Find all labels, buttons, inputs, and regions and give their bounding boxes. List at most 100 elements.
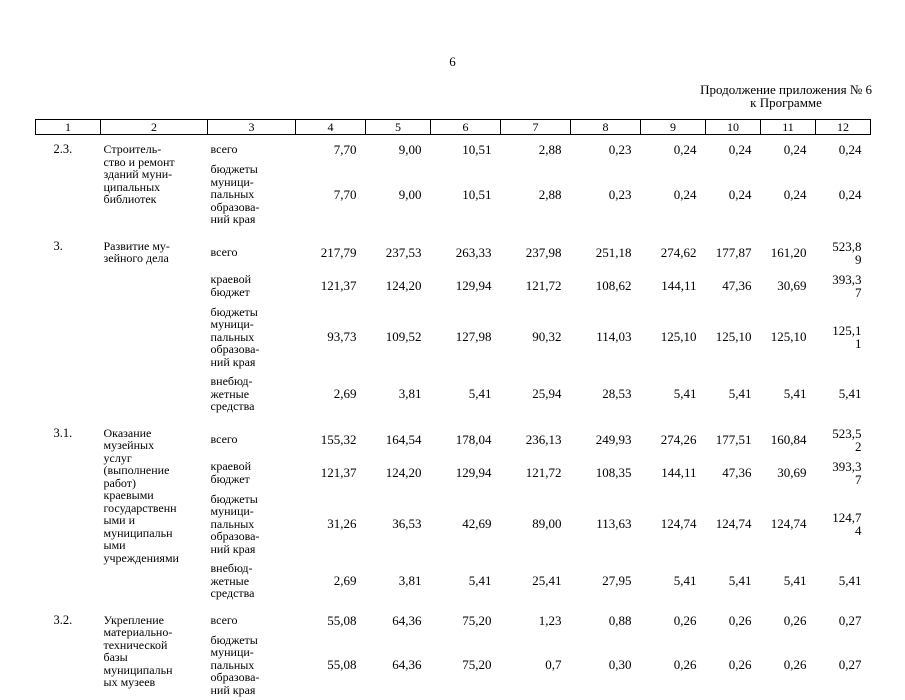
value-cell: 124,74 [761, 490, 816, 560]
row-name: Укрепление материально- технической базы… [101, 604, 208, 700]
document-page: 6 Продолжение приложения № 6 к Программе… [0, 0, 905, 640]
value-cell: 0,24 [816, 135, 871, 161]
value-cell: 251,18 [571, 230, 641, 270]
value-cell: 42,69 [431, 490, 501, 560]
value-cell: 129,94 [431, 457, 501, 490]
appendix-continuation-sub: к Программе [700, 96, 872, 109]
value-cell: 0,24 [706, 160, 761, 230]
value-cell: 9,00 [366, 160, 431, 230]
funding-source: всего [208, 604, 296, 631]
value-cell: 161,20 [761, 230, 816, 270]
funding-source: внебюд- жетные средства [208, 559, 296, 604]
value-cell: 121,72 [501, 457, 571, 490]
column-header: 7 [501, 120, 571, 135]
value-cell: 249,93 [571, 417, 641, 457]
value-cell: 2,88 [501, 135, 571, 161]
funding-source: бюджеты муници- пальных образова- ний кр… [208, 490, 296, 560]
value-cell: 5,41 [761, 559, 816, 604]
value-cell: 2,69 [296, 372, 366, 417]
value-cell: 127,98 [431, 303, 501, 373]
funding-source: бюджеты муници- пальных образова- ний кр… [208, 303, 296, 373]
value-cell: 47,36 [706, 457, 761, 490]
value-cell: 0,24 [761, 160, 816, 230]
value-cell: 5,41 [641, 559, 706, 604]
value-cell: 93,73 [296, 303, 366, 373]
value-cell: 5,41 [641, 372, 706, 417]
funding-source: бюджеты муници- пальных образова- ний кр… [208, 160, 296, 230]
value-cell: 5,41 [706, 559, 761, 604]
value-cell: 0,26 [641, 631, 706, 700]
value-cell: 64,36 [366, 604, 431, 631]
value-cell: 237,98 [501, 230, 571, 270]
value-cell: 5,41 [706, 372, 761, 417]
funding-source: всего [208, 135, 296, 161]
funding-source: всего [208, 417, 296, 457]
value-cell: 0,26 [641, 604, 706, 631]
value-cell: 393,3 7 [816, 270, 871, 303]
value-cell: 160,84 [761, 417, 816, 457]
value-cell: 129,94 [431, 270, 501, 303]
value-cell: 125,10 [641, 303, 706, 373]
value-cell: 121,72 [501, 270, 571, 303]
value-cell: 124,7 4 [816, 490, 871, 560]
value-cell: 10,51 [431, 160, 501, 230]
value-cell: 125,10 [761, 303, 816, 373]
row-name: Развитие му- зейного дела [101, 230, 208, 417]
value-cell: 0,26 [761, 631, 816, 700]
value-cell: 108,62 [571, 270, 641, 303]
value-cell: 0,26 [706, 631, 761, 700]
value-cell: 1,23 [501, 604, 571, 631]
value-cell: 27,95 [571, 559, 641, 604]
column-header: 6 [431, 120, 501, 135]
value-cell: 30,69 [761, 270, 816, 303]
value-cell: 75,20 [431, 604, 501, 631]
funding-source: внебюд- жетные средства [208, 372, 296, 417]
value-cell: 0,24 [641, 135, 706, 161]
value-cell: 0,23 [571, 160, 641, 230]
value-cell: 28,53 [571, 372, 641, 417]
value-cell: 0,24 [706, 135, 761, 161]
row-number: 3.2. [36, 604, 101, 700]
value-cell: 31,26 [296, 490, 366, 560]
column-header: 9 [641, 120, 706, 135]
value-cell: 109,52 [366, 303, 431, 373]
value-cell: 144,11 [641, 270, 706, 303]
value-cell: 124,74 [641, 490, 706, 560]
value-cell: 124,74 [706, 490, 761, 560]
column-header: 2 [101, 120, 208, 135]
value-cell: 0,7 [501, 631, 571, 700]
value-cell: 75,20 [431, 631, 501, 700]
value-cell: 164,54 [366, 417, 431, 457]
value-cell: 0,88 [571, 604, 641, 631]
value-cell: 124,20 [366, 270, 431, 303]
row-number: 3.1. [36, 417, 101, 604]
row-number: 3. [36, 230, 101, 417]
value-cell: 64,36 [366, 631, 431, 700]
funding-source: бюджеты муници- пальных образова- ний кр… [208, 631, 296, 700]
value-cell: 3,81 [366, 559, 431, 604]
value-cell: 121,37 [296, 457, 366, 490]
value-cell: 0,24 [641, 160, 706, 230]
row-name: Оказание музейных услуг (выполнение рабо… [101, 417, 208, 604]
column-header: 4 [296, 120, 366, 135]
value-cell: 30,69 [761, 457, 816, 490]
table-row: 2.3.Строитель- ство и ремонт зданий муни… [36, 135, 871, 161]
value-cell: 0,26 [706, 604, 761, 631]
funding-source: всего [208, 230, 296, 270]
table-body: 2.3.Строитель- ство и ремонт зданий муни… [36, 135, 871, 700]
value-cell: 237,53 [366, 230, 431, 270]
value-cell: 177,51 [706, 417, 761, 457]
appendix-continuation: Продолжение приложения № 6 к Программе [700, 83, 872, 109]
value-cell: 90,32 [501, 303, 571, 373]
value-cell: 177,87 [706, 230, 761, 270]
funding-source: краевой бюджет [208, 270, 296, 303]
value-cell: 121,37 [296, 270, 366, 303]
value-cell: 3,81 [366, 372, 431, 417]
value-cell: 124,20 [366, 457, 431, 490]
value-cell: 5,41 [761, 372, 816, 417]
row-number: 2.3. [36, 135, 101, 230]
value-cell: 5,41 [816, 372, 871, 417]
value-cell: 523,5 2 [816, 417, 871, 457]
column-header: 3 [208, 120, 296, 135]
